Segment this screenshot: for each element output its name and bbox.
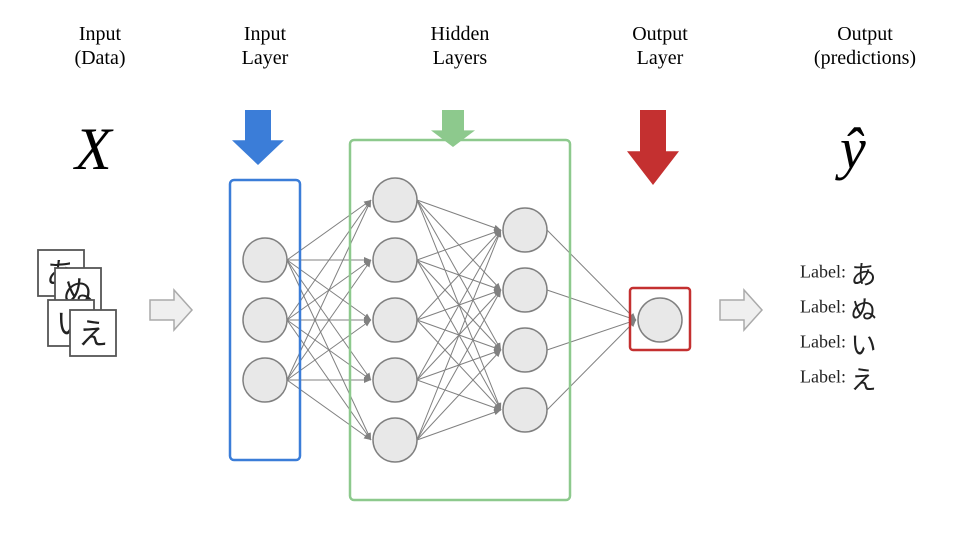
network-diagram: あぬいえ	[0, 0, 960, 540]
down-arrow-icon	[431, 110, 475, 147]
neuron-node	[243, 298, 287, 342]
down-arrow-icon	[627, 110, 679, 185]
neuron-node	[638, 298, 682, 342]
neuron-node	[503, 388, 547, 432]
neuron-node	[373, 358, 417, 402]
input-tile-char: え	[78, 318, 108, 351]
neuron-node	[373, 178, 417, 222]
neuron-node	[373, 418, 417, 462]
neuron-node	[503, 328, 547, 372]
flow-arrow-icon	[720, 290, 762, 330]
neuron-node	[503, 208, 547, 252]
edges	[287, 200, 636, 440]
neuron-node	[373, 238, 417, 282]
down-arrow-icon	[232, 110, 284, 165]
neuron-node	[373, 298, 417, 342]
neuron-node	[243, 358, 287, 402]
neuron-node	[503, 268, 547, 312]
flow-arrow-icon	[150, 290, 192, 330]
input-tiles: あぬいえ	[38, 250, 116, 356]
neuron-node	[243, 238, 287, 282]
